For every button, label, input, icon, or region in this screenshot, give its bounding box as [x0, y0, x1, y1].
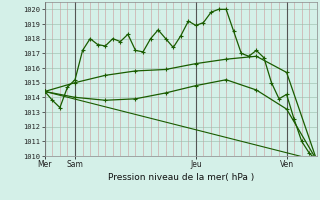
X-axis label: Pression niveau de la mer( hPa ): Pression niveau de la mer( hPa )	[108, 173, 254, 182]
